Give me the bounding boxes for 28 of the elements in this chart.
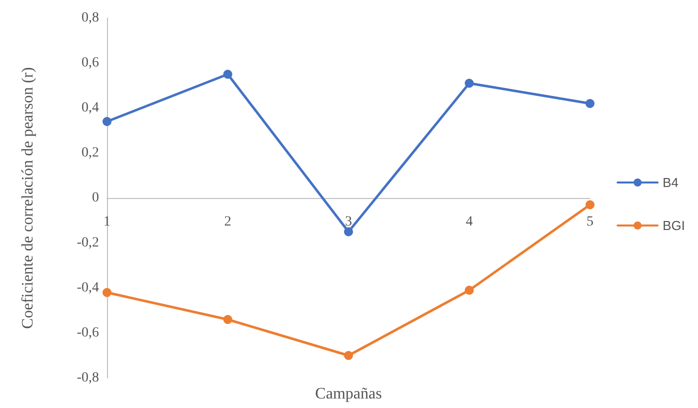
x-tick-label: 5 [586, 214, 594, 230]
point [586, 99, 594, 108]
y-tick-label: 0 [92, 190, 99, 206]
y-tick-label: 0,4 [82, 100, 99, 116]
legend-label: BGI [662, 218, 686, 233]
x-tick-label: 2 [224, 214, 232, 230]
y-axis-title: Coeficiente de correlación de pearson (r) [20, 67, 36, 329]
x-tick-label: 4 [466, 214, 473, 230]
y-tick-label: -0,4 [76, 280, 99, 296]
point [464, 286, 474, 295]
point [344, 351, 353, 360]
y-tick-label: 0,2 [82, 146, 99, 160]
y-tick-label: -0,6 [76, 326, 99, 340]
point [464, 78, 474, 88]
point [223, 315, 232, 324]
point [586, 200, 594, 210]
point [223, 70, 232, 79]
y-tick-label: -0,8 [76, 370, 99, 386]
y-tick-label: 0,6 [82, 56, 99, 70]
legend-label: B4 [662, 175, 679, 190]
x-axis-title: Campañas [315, 386, 382, 402]
x-tick-label: 3 [345, 214, 352, 230]
y-tick-label: 0,8 [82, 10, 99, 26]
point [102, 288, 112, 297]
y-tick-label: -0,2 [76, 236, 99, 250]
point [102, 117, 112, 126]
x-tick-label: 1 [104, 214, 110, 230]
point [344, 227, 353, 236]
